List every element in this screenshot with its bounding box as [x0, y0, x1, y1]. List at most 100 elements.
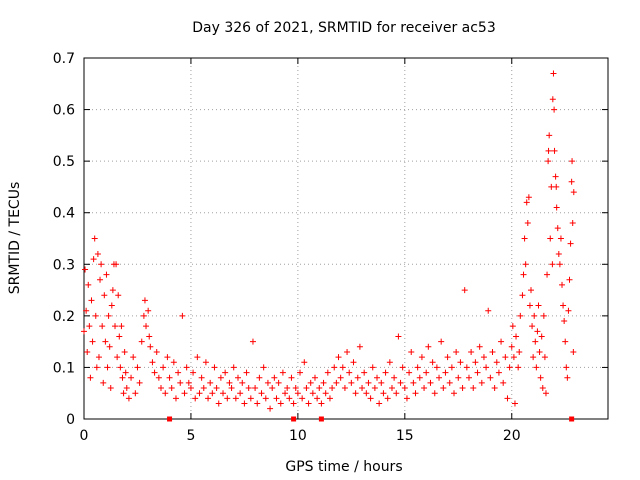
ticks: 0 0.1 0.2 0.3 0.4 0.5 0.6 0.7 0 5 10 15 20 [53, 51, 608, 444]
data-point [147, 343, 154, 350]
data-point [547, 235, 554, 242]
data-point [172, 395, 179, 402]
data-point [399, 364, 406, 371]
data-point [113, 261, 120, 268]
data-point [320, 379, 327, 386]
data-point [550, 70, 557, 77]
data-point [130, 354, 137, 361]
data-point [393, 390, 400, 397]
data-point [555, 250, 562, 257]
chart-title: Day 326 of 2021, SRMTID for receiver ac5… [192, 20, 496, 36]
data-point [301, 359, 308, 366]
data-point [112, 323, 119, 330]
data-point [164, 354, 171, 361]
data-point [549, 96, 556, 103]
data-point [504, 395, 511, 402]
data-point [271, 374, 278, 381]
data-point [459, 385, 466, 392]
data-point [305, 400, 312, 407]
data-point [513, 333, 520, 340]
data-point [474, 369, 481, 376]
data-point [200, 385, 207, 392]
data-point [211, 364, 218, 371]
data-point [324, 369, 331, 376]
data-point [495, 369, 502, 376]
data-point [333, 379, 340, 386]
data-point [138, 338, 145, 345]
data-point [509, 323, 516, 330]
data-point [468, 348, 475, 355]
data-point [284, 385, 291, 392]
data-point [213, 385, 220, 392]
data-point [90, 256, 97, 263]
data-point [562, 338, 569, 345]
data-point [538, 333, 545, 340]
data-point [114, 354, 121, 361]
data-point [511, 400, 518, 407]
data-point [532, 338, 539, 345]
data-point [286, 395, 293, 402]
data-point [569, 220, 576, 227]
data-point [367, 395, 374, 402]
data-point [487, 374, 494, 381]
data-point [260, 364, 267, 371]
data-point [401, 385, 408, 392]
data-point [346, 369, 353, 376]
data-point [101, 292, 108, 299]
data-point [485, 307, 492, 314]
data-point [536, 348, 543, 355]
data-point [89, 338, 96, 345]
data-point [457, 359, 464, 366]
data-point [378, 379, 385, 386]
data-point [209, 390, 216, 397]
data-point [196, 390, 203, 397]
zero-marker [291, 416, 297, 422]
data-point [175, 369, 182, 376]
data-point [545, 158, 552, 165]
data-point [256, 374, 263, 381]
data-point [309, 390, 316, 397]
data-point [545, 147, 552, 154]
data-point [397, 379, 404, 386]
data-point [132, 390, 139, 397]
data-point [146, 333, 153, 340]
data-point [350, 359, 357, 366]
data-point [99, 323, 106, 330]
data-point [520, 271, 527, 278]
data-point [524, 220, 531, 227]
data-point [414, 364, 421, 371]
data-point [516, 348, 523, 355]
data-point [187, 385, 194, 392]
data-point [541, 354, 548, 361]
zero-marker [318, 416, 324, 422]
data-point [535, 302, 542, 309]
data-point [523, 199, 530, 206]
data-point [427, 379, 434, 386]
data-point [207, 379, 214, 386]
data-point [444, 354, 451, 361]
data-point [277, 400, 284, 407]
data-point [103, 271, 110, 278]
zero-markers [167, 416, 575, 422]
data-point [384, 395, 391, 402]
data-point [337, 374, 344, 381]
data-point [570, 348, 577, 355]
data-point [406, 369, 413, 376]
data-point [294, 390, 301, 397]
data-point [128, 374, 135, 381]
data-point [299, 395, 306, 402]
zero-marker [569, 416, 575, 422]
data-point [412, 390, 419, 397]
data-point [408, 348, 415, 355]
data-point [177, 379, 184, 386]
data-point [121, 348, 128, 355]
data-point [391, 374, 398, 381]
x-axis-label: GPS time / hours [285, 459, 402, 475]
data-point [371, 385, 378, 392]
data-point [97, 276, 104, 283]
data-point [307, 379, 314, 386]
y-tick-label: 0.2 [53, 309, 75, 325]
data-point [556, 261, 563, 268]
data-point [262, 395, 269, 402]
data-point [560, 302, 567, 309]
